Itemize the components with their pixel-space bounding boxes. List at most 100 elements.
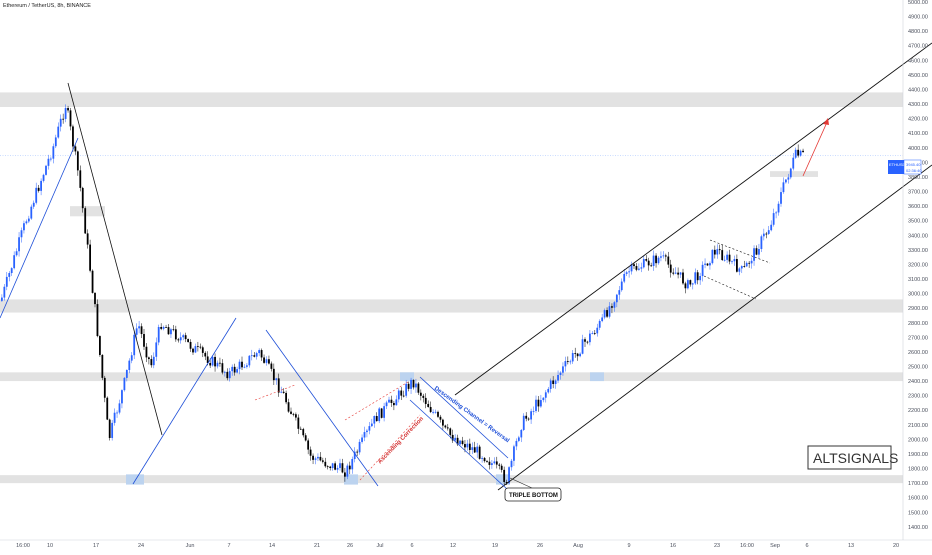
time-tick-label: 16 — [670, 543, 676, 549]
price-tick-label: 2300.00 — [908, 394, 928, 400]
candle-body — [562, 366, 564, 373]
candle-body — [99, 336, 101, 355]
candle-body — [179, 337, 182, 341]
candle-body — [74, 146, 77, 152]
candle-body — [549, 380, 552, 389]
candle-body — [407, 383, 410, 389]
wedge-upper — [709, 239, 771, 264]
candle-body — [135, 328, 138, 335]
channel-lower-line — [497, 164, 932, 491]
price-tick-label: 4600.00 — [908, 58, 928, 64]
price-tick-label: 5000.00 — [908, 0, 928, 6]
candle-body — [8, 273, 11, 277]
candle-body — [211, 356, 214, 366]
candle-body — [682, 272, 684, 284]
candle-body — [165, 326, 167, 328]
candle-body — [312, 455, 314, 460]
candle-body — [655, 255, 657, 264]
candle-body — [1, 297, 3, 301]
candle-body — [557, 374, 559, 381]
time-tick-label: 19 — [492, 543, 498, 549]
candle-body — [204, 352, 207, 357]
time-axis[interactable]: 16:00 10 17 24 Jun 7 14 21 26 Jul 6 12 19 26 Aug 9 16 23 1… — [16, 543, 899, 549]
candle-body — [755, 248, 758, 255]
price-tick-label: 4700.00 — [908, 44, 928, 50]
candle-body — [620, 281, 623, 291]
candle-body — [201, 347, 204, 353]
local-highlight — [400, 372, 414, 382]
candle-body — [113, 412, 116, 423]
projection-arrow — [802, 119, 829, 177]
candle-body — [42, 174, 45, 181]
price-tick-label: 2500.00 — [908, 364, 928, 370]
candle-body — [395, 399, 398, 406]
candle-body — [72, 126, 74, 147]
price-tick-label: 4300.00 — [908, 102, 928, 108]
candle-body — [402, 395, 405, 397]
candle-body — [81, 187, 84, 209]
candle-body — [231, 366, 234, 372]
candle-body — [503, 469, 506, 482]
candle-body — [628, 271, 630, 273]
candle-body — [591, 333, 594, 334]
candle-body — [787, 177, 790, 180]
candle-body — [437, 411, 439, 417]
candle-body — [292, 413, 295, 415]
time-tick-label: 13 — [848, 543, 854, 549]
candle-body — [770, 224, 773, 231]
candle-body — [789, 168, 792, 178]
time-tick-label: Aug — [573, 543, 583, 549]
triple-bottom-label: TRIPLE BOTTOM — [509, 493, 558, 499]
candle-body — [471, 447, 474, 450]
candle-body — [765, 233, 768, 235]
zone-mid-resistance — [0, 299, 903, 313]
candle-body — [552, 380, 555, 385]
candle-body — [797, 149, 800, 156]
candle-body — [214, 356, 216, 367]
candle-body — [366, 430, 368, 433]
candle-body — [419, 392, 422, 396]
candle-body — [121, 390, 123, 404]
candle-body — [174, 329, 177, 340]
candle-body — [508, 467, 510, 484]
candle-body — [772, 213, 775, 225]
price-axis[interactable]: 5000.00 4900.00 4800.00 4700.00 4600.00 4500.… — [908, 0, 928, 531]
candle-body — [260, 350, 263, 358]
candle-body — [192, 348, 194, 353]
candle-body — [767, 230, 770, 234]
candle-body — [397, 390, 400, 400]
descending-channel-lower — [409, 399, 508, 490]
price-tick-label: 3100.00 — [908, 277, 928, 283]
candle-body — [368, 426, 371, 431]
candle-body — [544, 392, 547, 398]
candle-body — [206, 356, 209, 363]
candle-body — [748, 262, 751, 264]
candle-body — [118, 403, 121, 413]
candle-body — [586, 341, 589, 343]
candle-body — [341, 463, 344, 473]
price-tick-label: 3600.00 — [908, 204, 928, 210]
candle-body — [10, 268, 13, 274]
candle-body — [270, 363, 273, 369]
candle-body — [57, 126, 60, 138]
candle-body — [446, 427, 449, 429]
candle-body — [69, 110, 72, 127]
price-tick-label: 4500.00 — [908, 73, 928, 79]
candle-body — [574, 353, 577, 354]
candle-body — [740, 266, 743, 269]
candle-body — [272, 368, 275, 381]
candle-body — [642, 259, 645, 268]
price-tick-label: 4800.00 — [908, 29, 928, 35]
candle-body — [559, 372, 562, 375]
candle-body — [459, 440, 461, 445]
descending-channel-upper — [419, 376, 509, 459]
candle-body — [209, 362, 212, 366]
candle-body — [738, 268, 741, 272]
early-uptrend-line — [0, 137, 79, 319]
candle-body — [660, 256, 662, 258]
price-tag-symbol: ETHUSDT — [889, 162, 908, 167]
candle-body — [25, 221, 28, 224]
candle-body — [243, 366, 246, 368]
